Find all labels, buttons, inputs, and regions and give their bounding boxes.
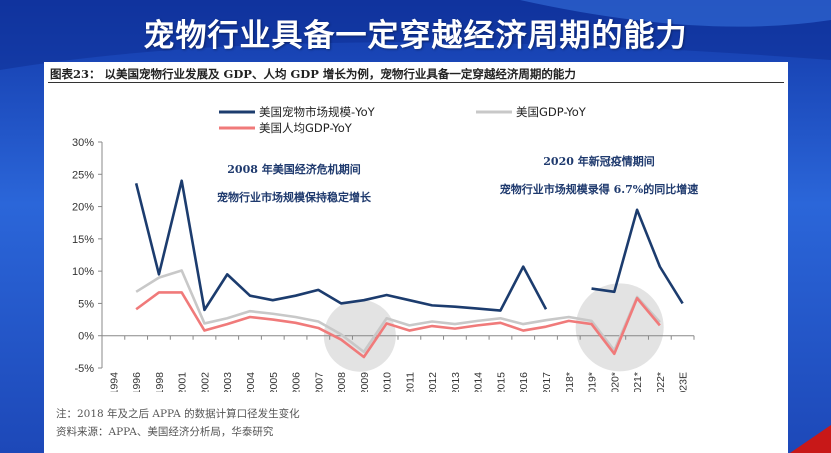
x-tick-label: 2022* (655, 372, 667, 392)
figure-note: 注：2018 年及之后 APPA 的数据计算口径发生变化 (56, 408, 300, 420)
y-tick-label: 20% (72, 202, 94, 214)
annotation-0-line1: 2008 年美国经济危机期间 (227, 162, 360, 176)
figure-source: 资料来源：APPA、美国经济分析局，华泰研究 (56, 426, 274, 438)
x-tick-label: 1998 (154, 372, 166, 392)
y-tick-label: -5% (74, 363, 94, 375)
x-tick-label: 2005 (268, 372, 280, 392)
y-tick-label: 25% (72, 169, 94, 181)
x-tick-label: 2012 (427, 372, 439, 392)
x-tick-label: 2014 (473, 372, 485, 392)
x-tick-label: 2006 (291, 372, 303, 392)
x-tick-label: 2016 (518, 372, 530, 392)
caption-rule (48, 82, 784, 83)
y-tick-label: 5% (78, 298, 94, 310)
x-tick-label: 2002 (199, 372, 211, 392)
x-tick-label: 2009 (359, 372, 371, 392)
x-tick-label: 2019* (587, 372, 599, 392)
x-tick-label: 2004 (245, 372, 257, 392)
x-tick-label: 2003 (222, 372, 234, 392)
x-tick-label: 2007 (313, 372, 325, 392)
x-tick-label: 2010 (382, 372, 394, 392)
line-chart: 30% 25% 20% 15% 10% 5% 0% -5% 1994 1996 1998 2001 20… (72, 105, 698, 392)
x-tick-label: 1996 (131, 372, 143, 392)
series-line-0-segment-0 (134, 179, 548, 312)
figure-panel: 图表23： 以美国宠物行业发展及 GDP、人均 GDP 增长为例，宠物行业具备一… (44, 62, 788, 453)
x-tick-label: 2018* (564, 372, 576, 392)
x-tick-label: 2015 (495, 372, 507, 392)
annotation-1-line2: 宠物行业市场规模录得 6.7%的同比增速 (500, 182, 698, 196)
series-line-0-segment-1 (591, 208, 684, 305)
y-tick-label: 30% (72, 137, 94, 149)
series-line-2-segment-0 (135, 291, 661, 359)
y-tick-label: 0% (78, 331, 94, 343)
x-tick-label: 2017 (541, 372, 553, 392)
x-tick-label: 2001 (177, 372, 189, 392)
x-tick-label: 2013 (450, 372, 462, 392)
x-tick-label: 2011 (404, 372, 416, 392)
figure-caption: 图表23： 以美国宠物行业发展及 GDP、人均 GDP 增长为例，宠物行业具备一… (50, 67, 576, 81)
slide-title: 宠物行业具备一定穿越经济周期的能力 (143, 18, 688, 54)
series-line-1-segment-0 (135, 269, 661, 354)
x-tick-label: 1994 (108, 372, 120, 392)
x-tick-label: 2021* (632, 372, 644, 392)
y-tick-label: 10% (72, 266, 94, 278)
x-tick-label: 2008 (336, 372, 348, 392)
legend-label-2: 美国人均GDP-YoY (259, 121, 353, 135)
highlight-2020-pandemic (575, 283, 664, 372)
x-tick-label: 2023E (678, 372, 690, 392)
legend-label-1: 美国GDP-YoY (516, 105, 587, 119)
annotation-1-line1: 2020 年新冠疫情期间 (543, 154, 654, 168)
x-tick-label: 2020* (609, 372, 621, 392)
legend-label-0: 美国宠物市场规模-YoY (259, 105, 376, 119)
y-tick-label: 15% (72, 234, 94, 246)
annotation-0-line2: 宠物行业市场规模保持稳定增长 (217, 190, 372, 204)
